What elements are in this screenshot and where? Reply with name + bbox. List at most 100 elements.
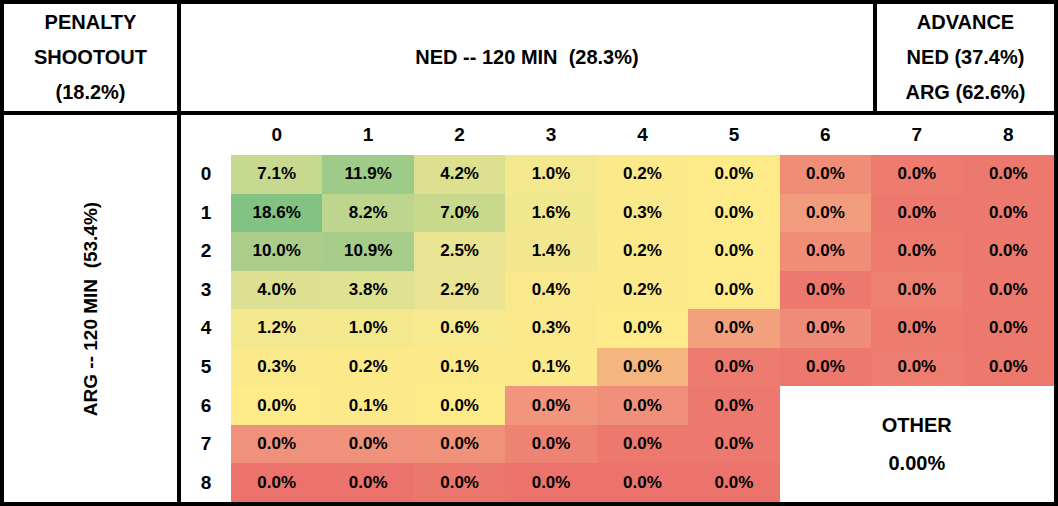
arg-axis-label: ARG -- 120 MIN (53.4%) xyxy=(80,201,102,415)
other-label: OTHER xyxy=(882,406,952,444)
heatmap-cell-r5c0: 0.3% xyxy=(231,348,322,387)
column-header-5: 5 xyxy=(688,124,779,146)
row-header-5: 5 xyxy=(181,348,231,387)
heatmap-cell-r7c4: 0.0% xyxy=(597,425,688,464)
heatmap-cell-r2c8: 0.0% xyxy=(963,232,1054,271)
heatmap-cell-r4c0: 1.2% xyxy=(231,309,322,348)
heatmap-cell-r6c0: 0.0% xyxy=(231,386,322,425)
advance-title: ADVANCE xyxy=(917,5,1014,40)
heatmap-cell-r4c6: 0.0% xyxy=(780,309,871,348)
heatmap-cell-r6c3: 0.0% xyxy=(505,386,596,425)
heatmap-cell-r0c1: 11.9% xyxy=(322,155,413,194)
heatmap-cell-r7c3: 0.0% xyxy=(505,425,596,464)
heatmap-cell-r5c4: 0.0% xyxy=(597,348,688,387)
heatmap-cell-r6c5: 0.0% xyxy=(688,386,779,425)
heatmap-cell-r1c5: 0.0% xyxy=(688,194,779,233)
heatmap-cell-r4c8: 0.0% xyxy=(963,309,1054,348)
heatmap-cell-r8c3: 0.0% xyxy=(505,463,596,502)
column-header-2: 2 xyxy=(414,124,505,146)
penalty-shootout-header: PENALTY SHOOTOUT (18.2%) xyxy=(4,4,181,111)
heatmap-cell-r2c6: 0.0% xyxy=(780,232,871,271)
heatmap-cell-r2c4: 0.2% xyxy=(597,232,688,271)
heatmap-cell-r6c2: 0.0% xyxy=(414,386,505,425)
ned-axis-label: NED -- 120 MIN (28.3%) xyxy=(415,46,638,69)
heatmap-cell-r7c2: 0.0% xyxy=(414,425,505,464)
heatmap-cell-r0c0: 7.1% xyxy=(231,155,322,194)
penalty-line1: PENALTY xyxy=(45,5,137,40)
heatmap-cell-r0c4: 0.2% xyxy=(597,155,688,194)
heatmap-cell-r1c2: 7.0% xyxy=(414,194,505,233)
row-header-2: 2 xyxy=(181,232,231,271)
heatmap-cell-r2c7: 0.0% xyxy=(871,232,962,271)
other-merged-cell: OTHER 0.00% xyxy=(780,386,1054,502)
advance-ned-probability: NED (37.4%) xyxy=(907,40,1025,75)
column-header-8: 8 xyxy=(963,124,1054,146)
heatmap-cell-r3c8: 0.0% xyxy=(963,271,1054,310)
heatmap-grid: OTHER 0.00% 07.1%11.9%4.2%1.0%0.2%0.0%0.… xyxy=(181,155,1054,502)
arg-row-axis-header: ARG -- 120 MIN (53.4%) xyxy=(4,115,181,502)
heatmap-cell-r2c5: 0.0% xyxy=(688,232,779,271)
heatmap-cell-r5c3: 0.1% xyxy=(505,348,596,387)
heatmap-cell-r4c7: 0.0% xyxy=(871,309,962,348)
heatmap-cell-r4c2: 0.6% xyxy=(414,309,505,348)
column-header-1: 1 xyxy=(322,124,413,146)
heatmap-cell-r6c4: 0.0% xyxy=(597,386,688,425)
column-header-6: 6 xyxy=(780,124,871,146)
heatmap-cell-r0c6: 0.0% xyxy=(780,155,871,194)
column-header-3: 3 xyxy=(505,124,596,146)
column-header-7: 7 xyxy=(871,124,962,146)
heatmap-cell-r5c5: 0.0% xyxy=(688,348,779,387)
heatmap-cell-r3c5: 0.0% xyxy=(688,271,779,310)
heatmap-cell-r7c5: 0.0% xyxy=(688,425,779,464)
column-headers: 012345678 xyxy=(181,115,1054,155)
heatmap-cell-r5c7: 0.0% xyxy=(871,348,962,387)
heatmap-cell-r0c2: 4.2% xyxy=(414,155,505,194)
heatmap-cell-r6c1: 0.1% xyxy=(322,386,413,425)
heatmap-cell-r3c0: 4.0% xyxy=(231,271,322,310)
heatmap-cell-r1c0: 18.6% xyxy=(231,194,322,233)
heatmap-cell-r1c6: 0.0% xyxy=(780,194,871,233)
heatmap-cell-r4c4: 0.0% xyxy=(597,309,688,348)
advance-summary-box: ADVANCE NED (37.4%) ARG (62.6%) xyxy=(873,4,1054,111)
heatmap-cell-r8c4: 0.0% xyxy=(597,463,688,502)
heatmap-cell-r8c1: 0.0% xyxy=(322,463,413,502)
heatmap-cell-r5c2: 0.1% xyxy=(414,348,505,387)
penalty-probability: (18.2%) xyxy=(55,75,125,110)
heatmap-cell-r3c3: 0.4% xyxy=(505,271,596,310)
row-header-0: 0 xyxy=(181,155,231,194)
heatmap-cell-r0c7: 0.0% xyxy=(871,155,962,194)
heatmap-cell-r1c4: 0.3% xyxy=(597,194,688,233)
row-header-6: 6 xyxy=(181,386,231,425)
heatmap-cell-r3c6: 0.0% xyxy=(780,271,871,310)
heatmap-cell-r1c1: 8.2% xyxy=(322,194,413,233)
row-header-3: 3 xyxy=(181,271,231,310)
heatmap-cell-r2c3: 1.4% xyxy=(505,232,596,271)
heatmap-cell-r8c2: 0.0% xyxy=(414,463,505,502)
heatmap-cell-r7c0: 0.0% xyxy=(231,425,322,464)
heatmap-cell-r2c1: 10.9% xyxy=(322,232,413,271)
heatmap-cell-r2c2: 2.5% xyxy=(414,232,505,271)
heatmap-cell-r4c5: 0.0% xyxy=(688,309,779,348)
heatmap-cell-r0c8: 0.0% xyxy=(963,155,1054,194)
heatmap-cell-r3c4: 0.2% xyxy=(597,271,688,310)
penalty-line2: SHOOTOUT xyxy=(34,40,147,75)
heatmap-cell-r3c2: 2.2% xyxy=(414,271,505,310)
advance-arg-probability: ARG (62.6%) xyxy=(905,75,1025,110)
heatmap-cell-r1c7: 0.0% xyxy=(871,194,962,233)
column-header-0: 0 xyxy=(231,124,322,146)
column-header-4: 4 xyxy=(597,124,688,146)
matrix-area: 012345678 OTHER 0.00% 07.1%11.9%4.2%1.0%… xyxy=(181,115,1054,502)
row-header-1: 1 xyxy=(181,194,231,233)
heatmap-cell-r5c6: 0.0% xyxy=(780,348,871,387)
heatmap-cell-r5c1: 0.2% xyxy=(322,348,413,387)
heatmap-cell-r5c8: 0.0% xyxy=(963,348,1054,387)
row-header-7: 7 xyxy=(181,425,231,464)
row-header-4: 4 xyxy=(181,309,231,348)
heatmap-cell-r3c7: 0.0% xyxy=(871,271,962,310)
heatmap-cell-r8c0: 0.0% xyxy=(231,463,322,502)
heatmap-cell-r8c5: 0.0% xyxy=(688,463,779,502)
other-value: 0.00% xyxy=(888,444,945,482)
heatmap-cell-r1c8: 0.0% xyxy=(963,194,1054,233)
heatmap-cell-r4c1: 1.0% xyxy=(322,309,413,348)
probability-matrix-sheet: PENALTY SHOOTOUT (18.2%) NED -- 120 MIN … xyxy=(0,0,1058,506)
